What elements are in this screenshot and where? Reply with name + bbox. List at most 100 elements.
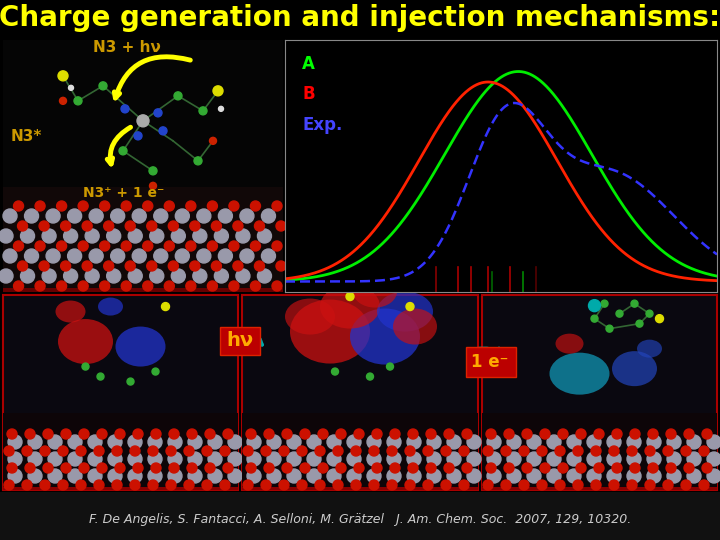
Circle shape [130,480,140,490]
Circle shape [576,429,586,439]
Circle shape [46,209,60,223]
Circle shape [133,463,143,473]
Circle shape [264,429,274,439]
Circle shape [648,429,658,439]
Circle shape [272,201,282,211]
Circle shape [48,469,62,483]
Circle shape [459,446,469,456]
Circle shape [247,452,261,466]
Circle shape [61,429,71,439]
Circle shape [186,241,196,251]
Circle shape [112,480,122,490]
Circle shape [519,480,529,490]
Circle shape [307,469,321,483]
Ellipse shape [377,292,433,332]
Circle shape [22,446,32,456]
Circle shape [336,429,346,439]
Circle shape [486,463,496,473]
Circle shape [208,469,222,483]
Circle shape [387,446,397,456]
Circle shape [282,429,292,439]
Ellipse shape [637,340,662,357]
Circle shape [612,429,622,439]
Circle shape [17,261,27,271]
Circle shape [707,452,720,466]
Circle shape [215,229,228,243]
Circle shape [627,446,637,456]
Circle shape [0,269,13,283]
Circle shape [205,429,215,439]
Circle shape [702,429,712,439]
Circle shape [347,452,361,466]
Circle shape [408,429,418,439]
Circle shape [555,446,565,456]
Circle shape [612,463,622,473]
Circle shape [121,201,131,211]
Circle shape [573,446,583,456]
Circle shape [104,261,114,271]
Circle shape [112,446,122,456]
Circle shape [567,469,581,483]
Circle shape [591,446,601,456]
Ellipse shape [98,298,123,315]
Circle shape [267,469,281,483]
Circle shape [447,435,461,449]
Circle shape [507,452,521,466]
Ellipse shape [55,301,86,322]
Circle shape [272,241,282,251]
Circle shape [68,469,82,483]
Circle shape [68,452,82,466]
Circle shape [82,221,92,231]
Circle shape [627,452,641,466]
Circle shape [272,281,282,291]
Circle shape [616,310,623,317]
Circle shape [405,446,415,456]
Circle shape [251,201,261,211]
Circle shape [133,429,143,439]
FancyBboxPatch shape [220,327,260,355]
Circle shape [108,469,122,483]
Circle shape [134,132,142,140]
Circle shape [115,463,125,473]
Circle shape [251,281,261,291]
Circle shape [150,229,163,243]
Circle shape [333,480,343,490]
Bar [242,295,478,490]
Circle shape [7,429,17,439]
Circle shape [187,429,197,439]
Ellipse shape [612,351,657,386]
Circle shape [547,452,561,466]
Circle shape [522,429,532,439]
Circle shape [166,480,176,490]
Circle shape [63,229,78,243]
Circle shape [39,261,49,271]
Circle shape [184,480,194,490]
Circle shape [387,480,397,490]
Circle shape [125,221,135,231]
Circle shape [193,229,207,243]
Circle shape [154,249,168,263]
Circle shape [25,463,35,473]
Circle shape [507,469,521,483]
Circle shape [168,469,182,483]
Circle shape [199,107,207,115]
Circle shape [687,469,701,483]
Bar [3,187,283,292]
Circle shape [58,446,68,456]
Bar [3,40,283,292]
Circle shape [297,446,307,456]
Circle shape [279,446,289,456]
Circle shape [540,463,550,473]
Circle shape [128,452,142,466]
Circle shape [223,463,233,473]
Circle shape [501,446,511,456]
Ellipse shape [58,319,113,364]
Circle shape [218,106,223,111]
Circle shape [35,241,45,251]
Circle shape [426,463,436,473]
Circle shape [229,201,239,211]
Circle shape [148,446,158,456]
Circle shape [43,463,53,473]
Circle shape [137,115,149,127]
Circle shape [159,127,167,135]
